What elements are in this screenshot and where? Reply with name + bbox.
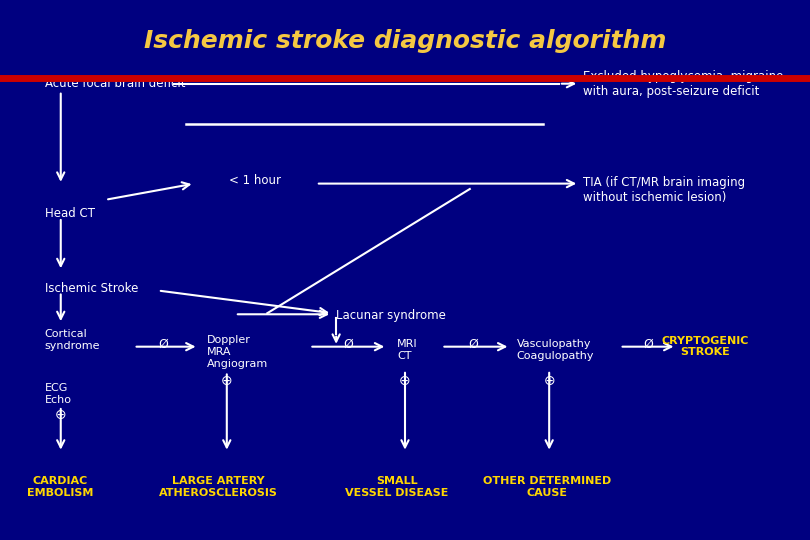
Text: ECG
Echo: ECG Echo xyxy=(45,383,71,405)
Text: MRI
CT: MRI CT xyxy=(397,339,417,361)
Text: Ischemic Stroke: Ischemic Stroke xyxy=(45,282,138,295)
Text: OTHER DETERMINED
CAUSE: OTHER DETERMINED CAUSE xyxy=(483,476,611,498)
Text: Ø: Ø xyxy=(643,338,653,351)
Text: Acute focal brain deficit: Acute focal brain deficit xyxy=(45,77,185,90)
Text: Cortical
syndrome: Cortical syndrome xyxy=(45,329,100,351)
Text: Ø: Ø xyxy=(159,338,168,351)
Text: ⊕: ⊕ xyxy=(399,374,411,388)
Text: Excluded hypoglycemia, migraine
with aura, post-seizure deficit: Excluded hypoglycemia, migraine with aur… xyxy=(583,70,783,98)
Text: Doppler
MRA
Angiogram: Doppler MRA Angiogram xyxy=(207,335,268,369)
Text: Vasculopathy
Coagulopathy: Vasculopathy Coagulopathy xyxy=(517,339,595,361)
Text: TIA (if CT/MR brain imaging
without ischemic lesion): TIA (if CT/MR brain imaging without isch… xyxy=(583,176,745,204)
Text: SMALL
VESSEL DISEASE: SMALL VESSEL DISEASE xyxy=(345,476,449,498)
Text: Ø: Ø xyxy=(468,338,478,351)
Text: Ø: Ø xyxy=(343,338,353,351)
Text: LARGE ARTERY
ATHEROSCLEROSIS: LARGE ARTERY ATHEROSCLEROSIS xyxy=(160,476,278,498)
Text: Lacunar syndrome: Lacunar syndrome xyxy=(336,309,446,322)
Text: Ischemic stroke diagnostic algorithm: Ischemic stroke diagnostic algorithm xyxy=(144,29,666,53)
Text: CRYPTOGENIC
STROKE: CRYPTOGENIC STROKE xyxy=(661,336,748,357)
Text: ⊕: ⊕ xyxy=(544,374,555,388)
Text: < 1 hour: < 1 hour xyxy=(229,174,281,187)
Text: Head CT: Head CT xyxy=(45,207,95,220)
Text: CARDIAC
EMBOLISM: CARDIAC EMBOLISM xyxy=(27,476,93,498)
Text: ⊕: ⊕ xyxy=(221,374,232,388)
Text: ⊕: ⊕ xyxy=(55,408,66,422)
